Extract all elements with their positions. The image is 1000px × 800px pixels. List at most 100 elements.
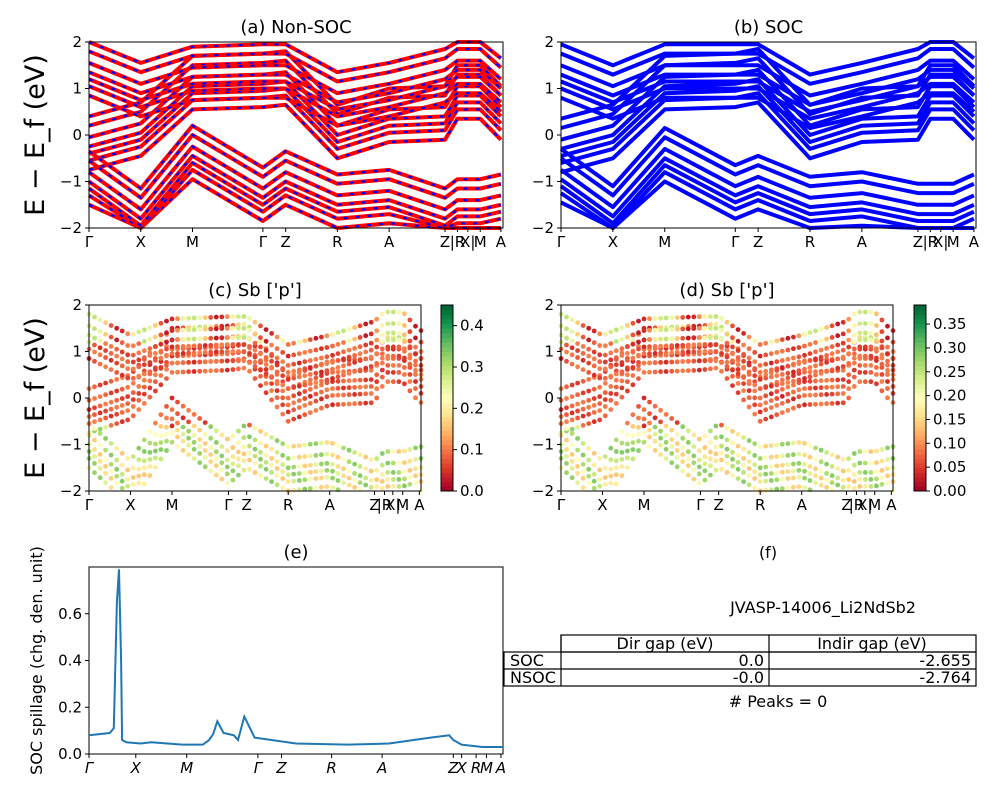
projection-point bbox=[613, 481, 619, 487]
projection-point bbox=[591, 386, 597, 392]
projection-point bbox=[879, 379, 885, 384]
projection-point bbox=[302, 442, 308, 448]
projection-point bbox=[625, 344, 630, 349]
projection-point bbox=[141, 401, 147, 406]
projection-point bbox=[696, 464, 702, 470]
projection-point bbox=[402, 339, 407, 345]
projection-point bbox=[169, 360, 175, 366]
projection-point bbox=[164, 376, 169, 381]
projection-point bbox=[652, 431, 658, 437]
projection-point bbox=[263, 453, 269, 458]
projection-point bbox=[862, 309, 868, 315]
projection-point bbox=[680, 468, 686, 474]
projection-point bbox=[564, 470, 569, 476]
projection-point bbox=[796, 345, 802, 350]
projection-point bbox=[591, 349, 597, 355]
projection-point bbox=[213, 349, 219, 355]
panel-f-title: (f) bbox=[759, 543, 777, 562]
projection-point bbox=[785, 335, 791, 341]
projection-point bbox=[153, 441, 158, 447]
projection-point bbox=[390, 370, 396, 375]
projection-point bbox=[407, 317, 413, 323]
projection-point bbox=[846, 467, 852, 473]
y-tick-label: 1 bbox=[72, 343, 82, 361]
projection-point bbox=[335, 478, 341, 483]
projection-point bbox=[108, 475, 114, 481]
band-line bbox=[560, 47, 976, 121]
projection-point bbox=[224, 480, 230, 486]
projection-point bbox=[591, 450, 597, 456]
projection-point bbox=[862, 337, 868, 343]
colorbar-segment bbox=[914, 411, 926, 418]
projection-point bbox=[647, 399, 652, 405]
projection-point bbox=[636, 346, 641, 352]
projection-point bbox=[241, 321, 247, 327]
projection-point bbox=[702, 461, 708, 467]
projection-point bbox=[625, 334, 630, 340]
projection-point bbox=[791, 362, 796, 368]
projection-point bbox=[636, 330, 641, 336]
projection-point bbox=[597, 408, 603, 413]
projection-point bbox=[768, 443, 774, 448]
colorbar-segment bbox=[441, 370, 453, 376]
projection-point bbox=[97, 403, 103, 409]
projection-point bbox=[97, 338, 103, 344]
projection-point bbox=[713, 342, 719, 347]
projection-point bbox=[807, 392, 813, 398]
projection-point bbox=[352, 450, 357, 455]
projection-point bbox=[885, 386, 890, 391]
projection-point bbox=[575, 464, 580, 469]
projection-point bbox=[175, 420, 180, 426]
projection-point bbox=[636, 424, 641, 430]
projection-point bbox=[335, 365, 341, 370]
projection-point bbox=[413, 358, 418, 364]
projection-point bbox=[724, 376, 730, 381]
projection-point bbox=[175, 369, 180, 375]
projection-point bbox=[652, 351, 658, 356]
projection-point bbox=[352, 471, 357, 476]
projection-point bbox=[330, 352, 335, 358]
colorbar-segment bbox=[441, 332, 453, 339]
projection-point bbox=[868, 484, 874, 489]
projection-point bbox=[569, 361, 575, 367]
projection-point bbox=[708, 322, 713, 328]
projection-point bbox=[191, 350, 197, 356]
projection-point bbox=[230, 461, 236, 467]
projection-point bbox=[602, 482, 608, 487]
projection-point bbox=[197, 437, 203, 442]
projection-point bbox=[385, 321, 391, 326]
projection-point bbox=[575, 380, 580, 386]
projection-point bbox=[862, 449, 868, 454]
projection-point bbox=[569, 466, 575, 471]
projection-point bbox=[807, 369, 813, 375]
projection-point bbox=[114, 473, 120, 479]
projection-point bbox=[613, 377, 619, 383]
projection-point bbox=[202, 464, 208, 470]
projection-point bbox=[136, 397, 142, 403]
projection-point bbox=[763, 407, 769, 413]
projection-point bbox=[269, 388, 274, 393]
colorbar-segment bbox=[441, 346, 453, 352]
projection-point bbox=[829, 367, 835, 373]
projection-point bbox=[840, 384, 846, 389]
projection-point bbox=[385, 353, 391, 359]
projection-point bbox=[92, 426, 97, 431]
projection-point bbox=[357, 323, 363, 329]
projection-point bbox=[346, 447, 352, 453]
projection-point bbox=[141, 458, 147, 464]
projection-point bbox=[307, 462, 313, 468]
projection-point bbox=[213, 314, 219, 320]
projection-point bbox=[396, 477, 402, 482]
projection-point bbox=[313, 469, 319, 474]
projection-point bbox=[307, 400, 313, 406]
projection-point bbox=[313, 391, 319, 397]
projection-point bbox=[208, 315, 214, 320]
projection-point bbox=[103, 480, 108, 485]
projection-point bbox=[730, 440, 735, 446]
projection-point bbox=[746, 334, 752, 340]
projection-point bbox=[608, 457, 614, 463]
projection-point bbox=[285, 444, 291, 450]
projection-point bbox=[885, 473, 890, 479]
projection-point bbox=[580, 323, 586, 328]
projection-point bbox=[385, 460, 391, 466]
